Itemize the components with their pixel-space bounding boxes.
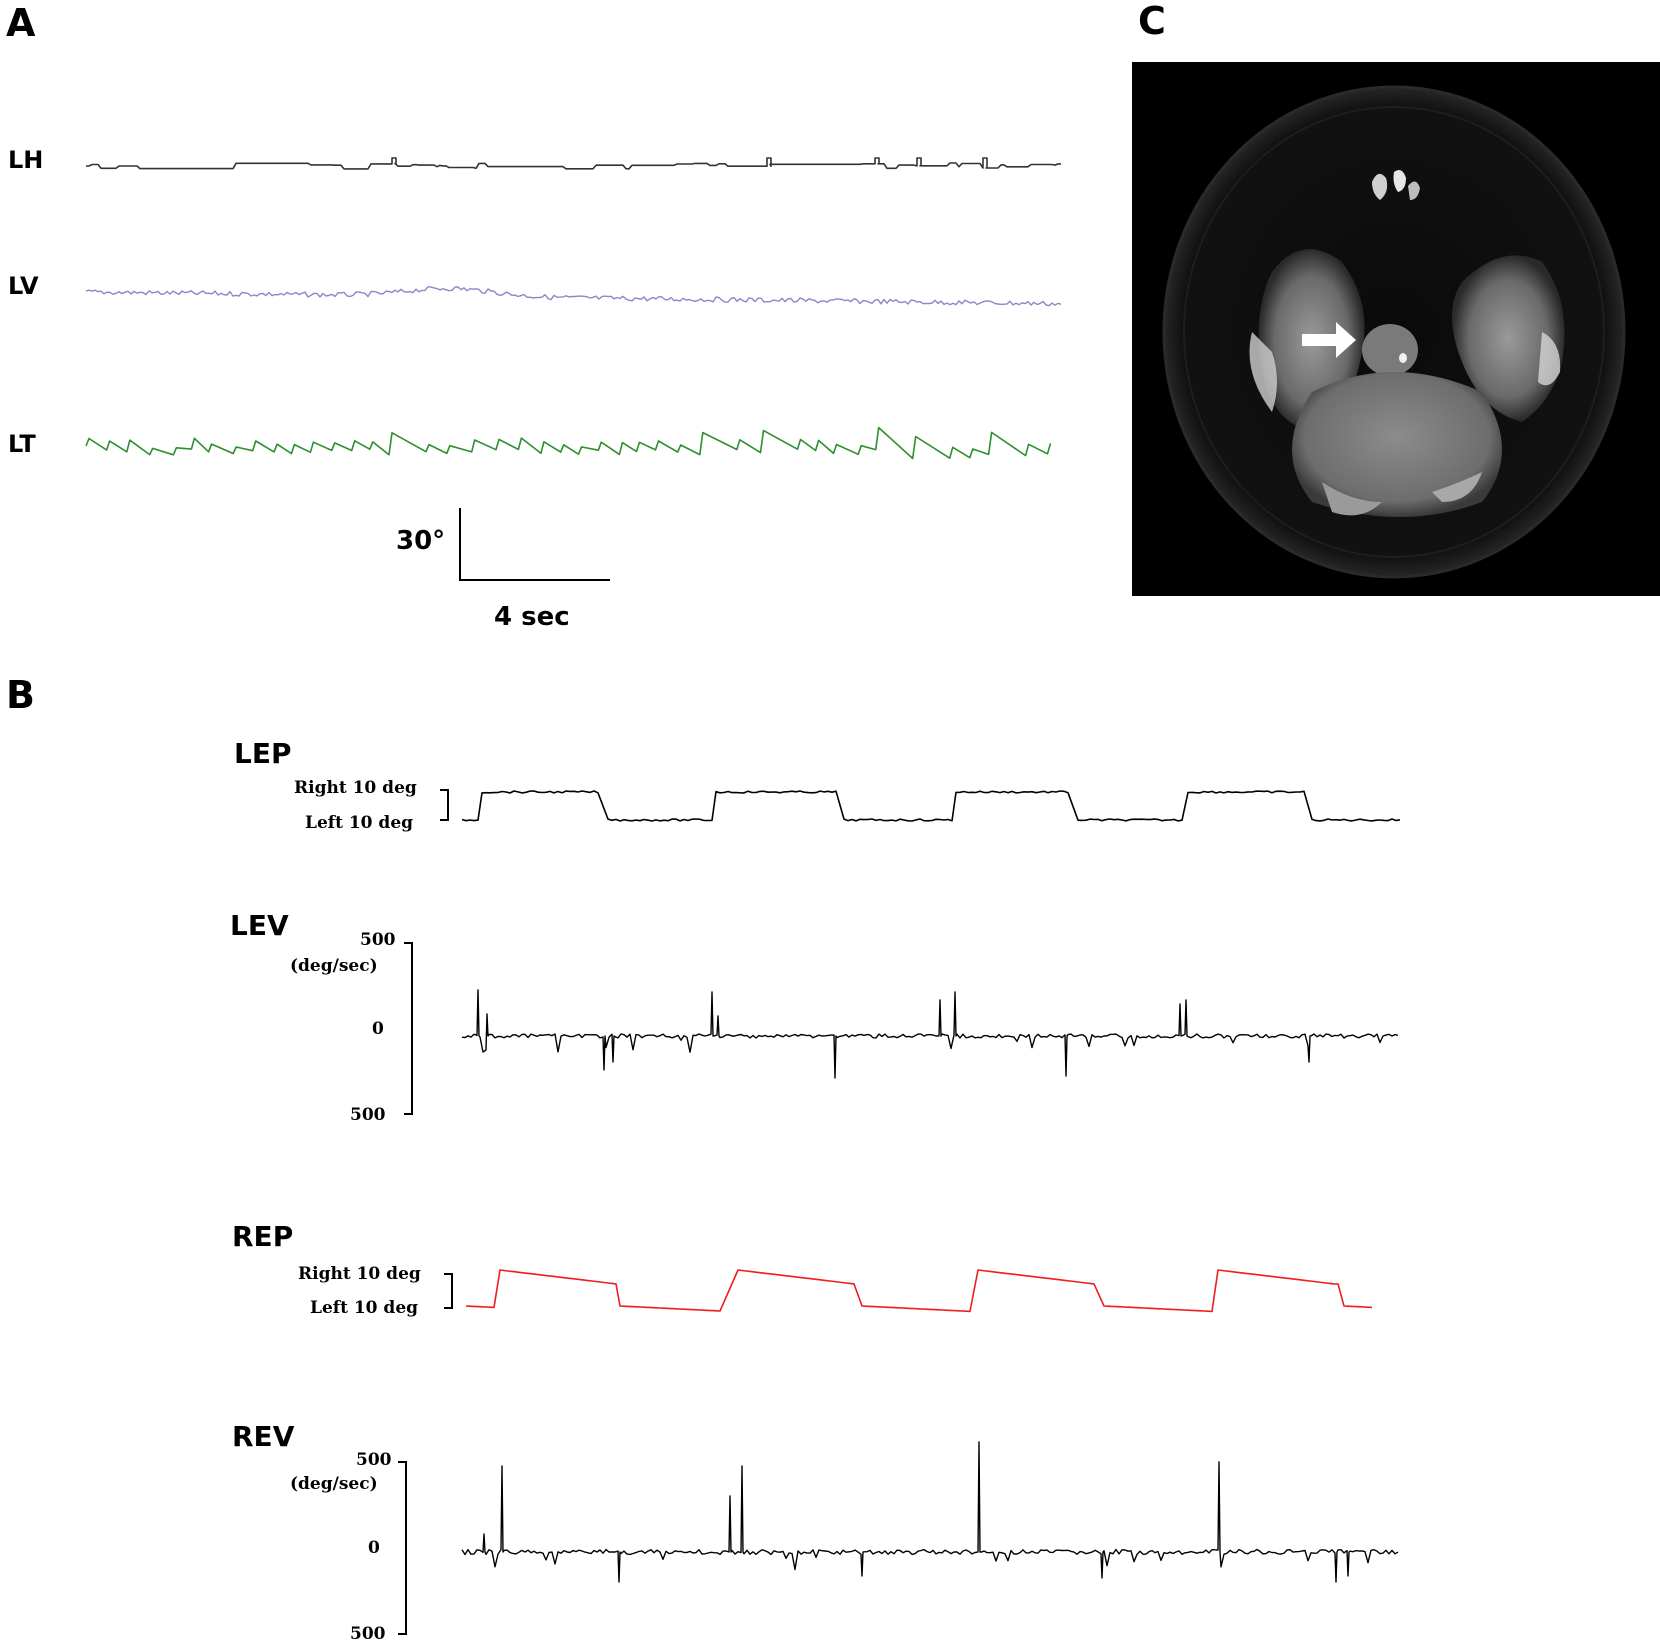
trace-label-rep: REP (232, 1220, 294, 1253)
rev-unit-label: (deg/sec) (290, 1474, 378, 1494)
scale-time-label: 4 sec (494, 602, 570, 632)
lev-axis (404, 942, 413, 1115)
rep-left-label: Left 10 deg (310, 1298, 419, 1318)
lev-top-value: 500 (360, 930, 396, 950)
trace-label-lh: LH (8, 146, 44, 174)
trace-lt (85, 426, 1052, 460)
panel-b-letter: B (6, 673, 35, 717)
trace-rev (461, 1441, 1399, 1583)
rev-zero-value: 0 (368, 1538, 380, 1558)
lev-bottom-value: 500 (350, 1105, 386, 1125)
rep-bracket (444, 1273, 453, 1309)
trace-label-rev: REV (232, 1420, 295, 1453)
trace-label-lt: LT (8, 430, 36, 458)
trace-lh (86, 157, 1061, 170)
lep-left-label: Left 10 deg (305, 813, 414, 833)
panel-a-letter: A (6, 1, 36, 45)
trace-lv (85, 286, 1062, 307)
axial-brain-mri-image (1162, 85, 1626, 579)
rep-right-label: Right 10 deg (298, 1264, 421, 1284)
trace-rep (465, 1269, 1373, 1313)
lev-zero-value: 0 (372, 1019, 384, 1039)
scale-amplitude-label: 30° (396, 526, 446, 556)
rev-axis (398, 1461, 407, 1635)
scale-bar (459, 508, 610, 581)
panel-c-letter: C (1138, 0, 1166, 43)
trace-label-lev: LEV (230, 909, 289, 942)
trace-label-lv: LV (8, 272, 39, 300)
mri-panel (1132, 62, 1660, 596)
rev-bottom-value: 500 (350, 1624, 386, 1644)
lep-bracket (440, 789, 449, 821)
rev-top-value: 500 (356, 1450, 392, 1470)
trace-label-lep: LEP (234, 737, 292, 770)
lep-right-label: Right 10 deg (294, 778, 417, 798)
lev-unit-label: (deg/sec) (290, 956, 378, 976)
trace-lep (461, 790, 1401, 822)
trace-lev (461, 989, 1399, 1079)
